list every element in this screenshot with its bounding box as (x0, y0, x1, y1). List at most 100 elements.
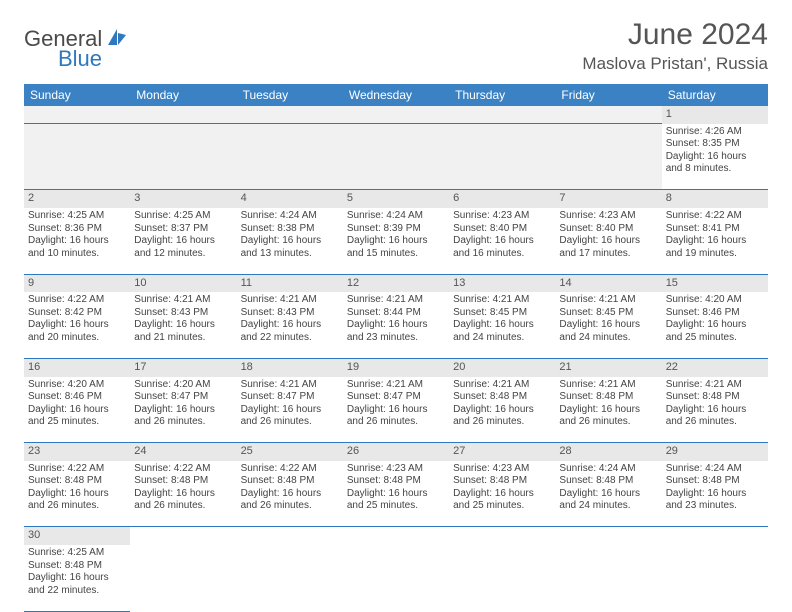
sunrise-line: Sunrise: 4:21 AM (559, 294, 657, 307)
day-cell: Sunrise: 4:25 AMSunset: 8:48 PMDaylight:… (24, 545, 130, 611)
day-number: 9 (24, 274, 130, 292)
empty-cell (130, 124, 236, 190)
day-number-row: 2345678 (24, 190, 768, 208)
daylight-line: Daylight: 16 hours and 26 minutes. (453, 404, 551, 429)
sunset-line: Sunset: 8:46 PM (28, 391, 126, 404)
day-number: 11 (237, 274, 343, 292)
day-number: 22 (662, 358, 768, 376)
day-number-row: 30 (24, 527, 768, 545)
sunrise-line: Sunrise: 4:21 AM (559, 379, 657, 392)
sunset-line: Sunset: 8:43 PM (134, 307, 232, 320)
day-content-row: Sunrise: 4:22 AMSunset: 8:42 PMDaylight:… (24, 292, 768, 358)
day-number: 24 (130, 443, 236, 461)
day-number: 15 (662, 274, 768, 292)
daylight-line: Daylight: 16 hours and 24 minutes. (559, 488, 657, 513)
sunrise-line: Sunrise: 4:22 AM (134, 463, 232, 476)
sunrise-line: Sunrise: 4:20 AM (28, 379, 126, 392)
day-cell: Sunrise: 4:20 AMSunset: 8:46 PMDaylight:… (662, 292, 768, 358)
sunset-line: Sunset: 8:48 PM (347, 475, 445, 488)
sunset-line: Sunset: 8:40 PM (453, 223, 551, 236)
sunset-line: Sunset: 8:48 PM (666, 391, 764, 404)
daylight-line: Daylight: 16 hours and 25 minutes. (453, 488, 551, 513)
sunrise-line: Sunrise: 4:22 AM (666, 210, 764, 223)
sunrise-line: Sunrise: 4:21 AM (241, 379, 339, 392)
daylight-line: Daylight: 16 hours and 8 minutes. (666, 151, 764, 176)
day-number: 10 (130, 274, 236, 292)
month-title: June 2024 (582, 18, 768, 52)
daylight-line: Daylight: 16 hours and 24 minutes. (453, 319, 551, 344)
empty-cell (24, 106, 130, 124)
daylight-line: Daylight: 16 hours and 10 minutes. (28, 235, 126, 260)
sunrise-line: Sunrise: 4:20 AM (666, 294, 764, 307)
sunrise-line: Sunrise: 4:24 AM (666, 463, 764, 476)
day-number: 1 (662, 106, 768, 124)
daylight-line: Daylight: 16 hours and 20 minutes. (28, 319, 126, 344)
sunrise-line: Sunrise: 4:26 AM (666, 126, 764, 139)
sunrise-line: Sunrise: 4:24 AM (347, 210, 445, 223)
daylight-line: Daylight: 16 hours and 26 minutes. (241, 404, 339, 429)
sunset-line: Sunset: 8:36 PM (28, 223, 126, 236)
sunrise-line: Sunrise: 4:24 AM (559, 463, 657, 476)
day-cell: Sunrise: 4:23 AMSunset: 8:48 PMDaylight:… (343, 461, 449, 527)
day-cell: Sunrise: 4:20 AMSunset: 8:46 PMDaylight:… (24, 377, 130, 443)
day-number: 8 (662, 190, 768, 208)
daylight-line: Daylight: 16 hours and 26 minutes. (28, 488, 126, 513)
empty-cell (662, 545, 768, 611)
day-cell: Sunrise: 4:22 AMSunset: 8:48 PMDaylight:… (130, 461, 236, 527)
day-cell: Sunrise: 4:21 AMSunset: 8:43 PMDaylight:… (130, 292, 236, 358)
empty-cell (555, 124, 661, 190)
sunset-line: Sunset: 8:48 PM (28, 560, 126, 573)
daylight-line: Daylight: 16 hours and 23 minutes. (666, 488, 764, 513)
sunset-line: Sunset: 8:47 PM (134, 391, 232, 404)
day-number: 30 (24, 527, 130, 545)
empty-cell (237, 106, 343, 124)
empty-cell (130, 106, 236, 124)
daylight-line: Daylight: 16 hours and 26 minutes. (134, 488, 232, 513)
empty-cell (130, 527, 236, 545)
daylight-line: Daylight: 16 hours and 17 minutes. (559, 235, 657, 260)
day-number: 26 (343, 443, 449, 461)
location: Maslova Pristan', Russia (582, 54, 768, 74)
sunset-line: Sunset: 8:48 PM (134, 475, 232, 488)
day-cell: Sunrise: 4:21 AMSunset: 8:48 PMDaylight:… (449, 377, 555, 443)
sunrise-line: Sunrise: 4:23 AM (453, 210, 551, 223)
sunset-line: Sunset: 8:46 PM (666, 307, 764, 320)
day-content-row: Sunrise: 4:25 AMSunset: 8:36 PMDaylight:… (24, 208, 768, 274)
day-cell: Sunrise: 4:24 AMSunset: 8:38 PMDaylight:… (237, 208, 343, 274)
sunset-line: Sunset: 8:48 PM (241, 475, 339, 488)
day-content-row: Sunrise: 4:22 AMSunset: 8:48 PMDaylight:… (24, 461, 768, 527)
day-cell: Sunrise: 4:21 AMSunset: 8:44 PMDaylight:… (343, 292, 449, 358)
daylight-line: Daylight: 16 hours and 15 minutes. (347, 235, 445, 260)
empty-cell (343, 527, 449, 545)
day-number-row: 9101112131415 (24, 274, 768, 292)
daylight-line: Daylight: 16 hours and 12 minutes. (134, 235, 232, 260)
sunrise-line: Sunrise: 4:24 AM (241, 210, 339, 223)
weekday-header: Wednesday (343, 84, 449, 106)
daylight-line: Daylight: 16 hours and 23 minutes. (347, 319, 445, 344)
empty-cell (237, 527, 343, 545)
sunset-line: Sunset: 8:47 PM (347, 391, 445, 404)
sunset-line: Sunset: 8:45 PM (453, 307, 551, 320)
empty-cell (449, 124, 555, 190)
day-number: 17 (130, 358, 236, 376)
calendar-body: 1Sunrise: 4:26 AMSunset: 8:35 PMDaylight… (24, 106, 768, 611)
sunset-line: Sunset: 8:47 PM (241, 391, 339, 404)
sunset-line: Sunset: 8:39 PM (347, 223, 445, 236)
empty-cell (449, 527, 555, 545)
day-cell: Sunrise: 4:23 AMSunset: 8:40 PMDaylight:… (555, 208, 661, 274)
day-number-row: 23242526272829 (24, 443, 768, 461)
sunrise-line: Sunrise: 4:21 AM (453, 294, 551, 307)
weekday-header: Monday (130, 84, 236, 106)
sunrise-line: Sunrise: 4:25 AM (134, 210, 232, 223)
day-cell: Sunrise: 4:25 AMSunset: 8:37 PMDaylight:… (130, 208, 236, 274)
sunset-line: Sunset: 8:48 PM (453, 391, 551, 404)
day-number: 7 (555, 190, 661, 208)
sunset-line: Sunset: 8:48 PM (666, 475, 764, 488)
empty-cell (449, 545, 555, 611)
day-number: 21 (555, 358, 661, 376)
day-cell: Sunrise: 4:21 AMSunset: 8:45 PMDaylight:… (449, 292, 555, 358)
empty-cell (555, 545, 661, 611)
sunset-line: Sunset: 8:48 PM (453, 475, 551, 488)
sunset-line: Sunset: 8:44 PM (347, 307, 445, 320)
sunset-line: Sunset: 8:48 PM (559, 475, 657, 488)
